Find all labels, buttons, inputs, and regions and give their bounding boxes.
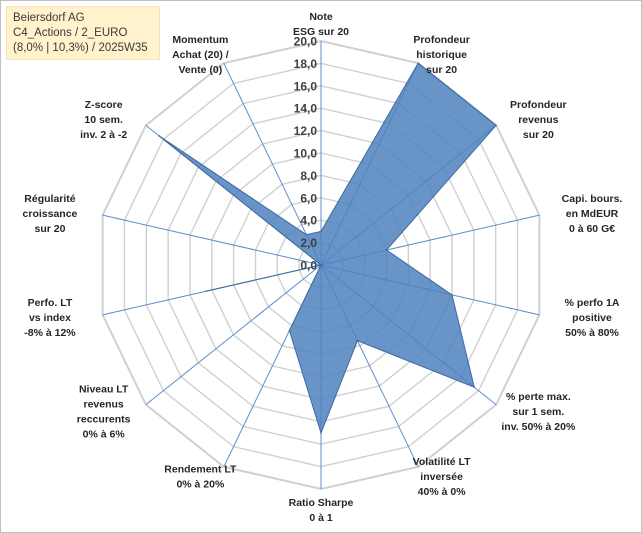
tick-label: 16,0 [294,79,318,93]
tick-label: 12,0 [294,124,318,138]
data-point [158,135,160,137]
axis-spoke [223,62,322,266]
tick-label: 14,0 [294,102,318,116]
axis-label: Z-score 10 sem. inv. 2 à -2 [80,99,127,141]
axis-label: Niveau LT revenus reccurents 0% à 6% [77,383,131,440]
tick-label: 10,0 [294,147,318,161]
series-area [158,62,497,435]
tick-label: 2,0 [300,236,317,250]
axis-label: Ratio Sharpe 0 à 1 [289,497,354,524]
radial-tick-labels: 0,0 2,0 4,0 6,0 8,0 10,0 12,0 14,0 16,0 18,0 20,0 [294,35,318,273]
tick-label: 18,0 [294,57,318,71]
data-point [320,264,322,266]
axis-label: Profondeur historique sur 20 [413,34,470,76]
axis-label: % perfo 1A positive 50% à 80% [565,297,620,339]
data-point [205,290,208,292]
tick-label: 8,0 [300,169,317,183]
axis-spoke [145,264,322,406]
axis-label: Perfo. LT vs index -8% à 12% [24,297,76,339]
radar-series [158,62,497,435]
axis-spoke [102,214,322,266]
axis-label: % perte max. sur 1 sem. inv. 50% à 20% [501,391,576,433]
tick-label: 4,0 [300,214,317,228]
data-point [320,432,322,434]
title-category: C4_Actions / 2_EURO [13,27,128,39]
axis-label: Profondeur revenus sur 20 [510,99,567,141]
tick-label: 0,0 [300,259,317,273]
axis-labels: Note ESG sur 20 Profondeur historique sur 20… [23,11,623,524]
axis-label: Momentum Achat (20) / Vente (0) [172,34,229,76]
data-point [356,339,359,342]
axis-label: Rendement LT 0% à 20% [164,463,237,490]
axis-label: Régularité croissance sur 20 [23,193,78,235]
data-point [473,386,476,389]
axis-label: Note ESG sur 20 [293,11,349,38]
axis-label: Volatilité LT inversée 40% à 0% [413,456,472,498]
tick-label: 20,0 [294,35,318,49]
axis-label: Capi. bours. en MdEUR 0 à 60 G€ [562,193,623,235]
data-point [451,294,453,296]
data-point [495,124,497,127]
tick-label: 6,0 [300,191,317,205]
title-period: (8,0% | 10,3%) / 2025W35 [13,42,148,54]
data-point [385,249,388,251]
data-point [288,329,291,332]
title-box: Beiersdorf AG C4_Actions / 2_EURO (8,0% … [6,6,160,60]
title-company: Beiersdorf AG [13,12,85,24]
data-point [320,230,322,233]
data-point [417,62,419,64]
data-point [305,233,308,236]
